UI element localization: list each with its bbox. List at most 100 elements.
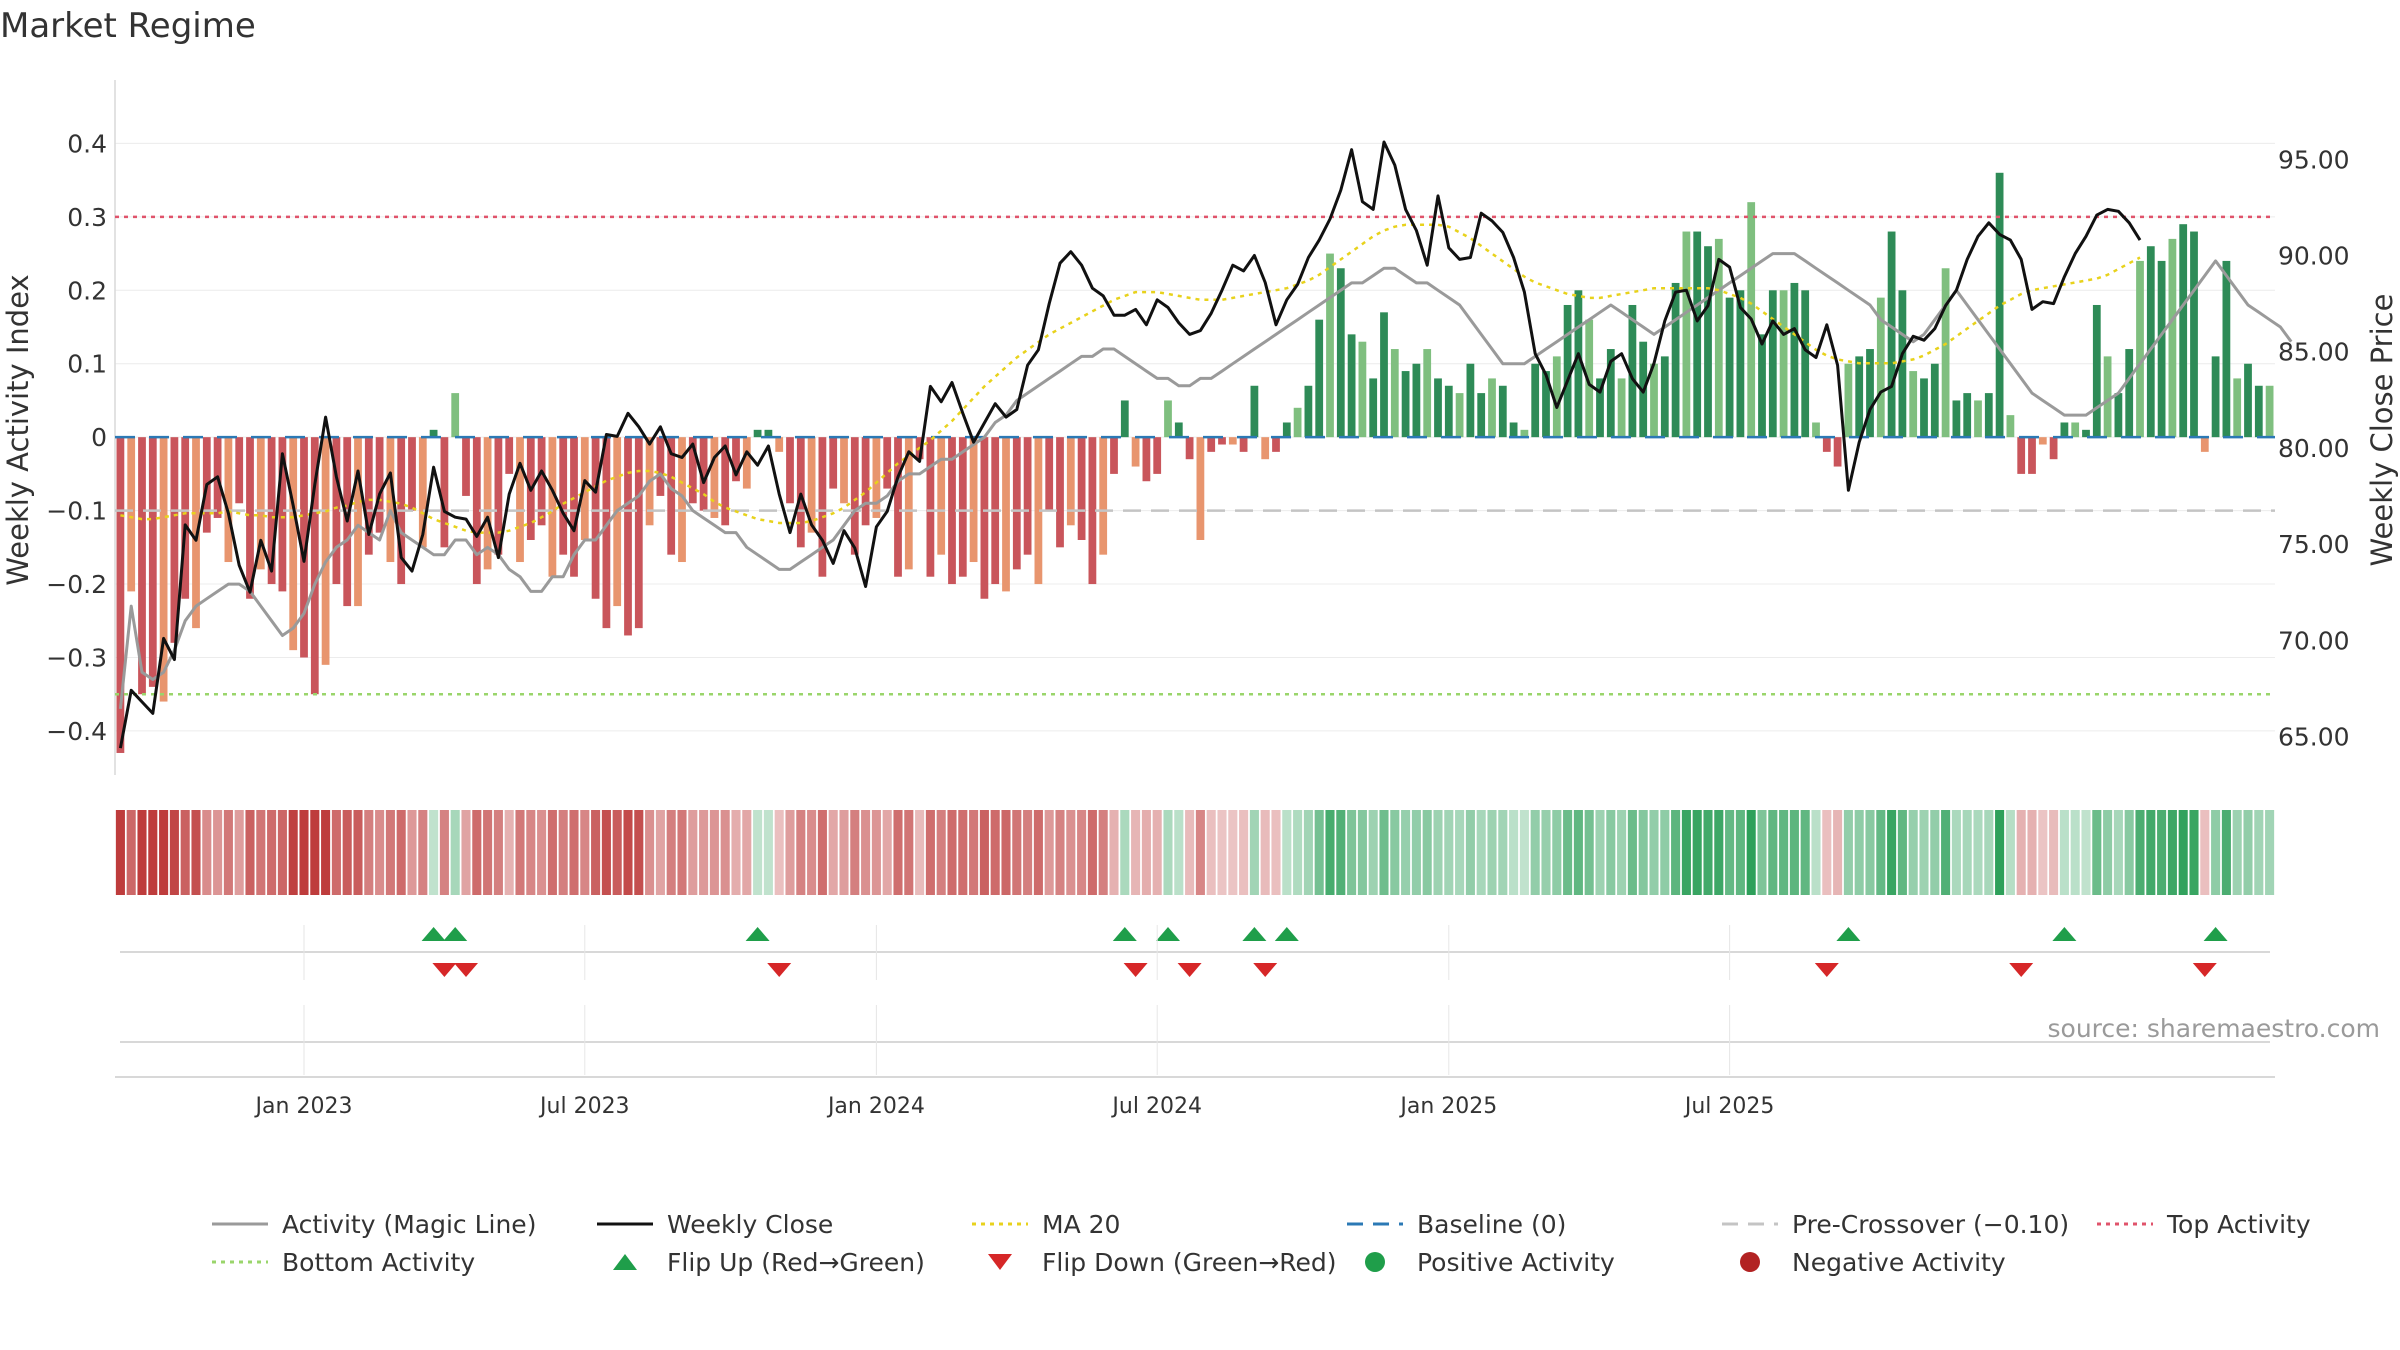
regime-strip-cell <box>169 810 179 895</box>
regime-strip-cell <box>1131 810 1141 895</box>
regime-strip-cell <box>861 810 871 895</box>
regime-strip-cell <box>1239 810 1249 895</box>
regime-strip-cell <box>1012 810 1022 895</box>
activity-bar <box>742 437 751 489</box>
regime-strip-cell <box>688 810 698 895</box>
regime-strip-cell <box>1509 810 1519 895</box>
y-right-axis-title: Weekly Close Price <box>2365 294 2399 567</box>
regime-strip-cell <box>677 810 687 895</box>
regime-strip-cell <box>1228 810 1238 895</box>
regime-strip-cell <box>558 810 568 895</box>
y-left-tick-label: 0.3 <box>67 203 107 232</box>
activity-bar <box>1930 363 1939 438</box>
activity-bar <box>548 437 557 577</box>
activity-bar <box>537 437 546 526</box>
activity-bar <box>440 437 449 548</box>
x-tick-label: Jul 2025 <box>1683 1094 1775 1119</box>
regime-strip-cell <box>742 810 752 895</box>
activity-bar <box>753 429 762 438</box>
legend-item: Baseline (0) <box>1345 1205 1566 1243</box>
activity-bar <box>1164 400 1172 438</box>
regime-strip-cell <box>1681 810 1691 895</box>
regime-strip-cell <box>1401 810 1411 895</box>
regime-strip-cell <box>439 810 449 895</box>
activity-bar <box>1153 437 1162 474</box>
activity-bar <box>656 437 665 496</box>
activity-bar <box>775 437 784 452</box>
regime-strip-cell <box>1206 810 1216 895</box>
activity-bar <box>1963 393 1972 438</box>
regime-strip-cell <box>1044 810 1054 895</box>
regime-strip-cell <box>936 810 946 895</box>
legend-label: Top Activity <box>2167 1209 2311 1239</box>
y-left-tick-label: 0.1 <box>67 350 107 379</box>
activity-bar <box>1423 349 1432 438</box>
legend-label: Baseline (0) <box>1417 1209 1567 1239</box>
activity-bar <box>937 437 946 555</box>
flip-up-marker <box>2052 927 2077 941</box>
regime-strip-cell <box>2189 810 2199 895</box>
y-right-tick-label: 95.00 <box>2278 145 2350 174</box>
activity-bar <box>1455 393 1464 438</box>
activity-bar <box>1520 429 1529 438</box>
regime-strip-cell <box>1757 810 1767 895</box>
activity-bar <box>289 437 298 651</box>
activity-bar <box>688 437 697 504</box>
legend-item: Weekly Close <box>595 1205 833 1243</box>
activity-bar <box>1736 290 1745 438</box>
regime-strip-cell <box>159 810 169 895</box>
regime-strip-cell <box>709 810 719 895</box>
activity-bar <box>429 429 438 438</box>
regime-strip-cell <box>1077 810 1087 895</box>
legend-symbol <box>988 1254 1012 1270</box>
regime-strip-cell <box>1703 810 1713 895</box>
activity-bar <box>2114 393 2123 438</box>
regime-strip-cell <box>893 810 903 895</box>
activity-bar <box>1466 363 1475 438</box>
activity-bar <box>786 437 794 504</box>
activity-bar <box>1012 437 1021 570</box>
regime-strip-cell <box>267 810 277 895</box>
flip-down-marker <box>1814 963 1839 977</box>
activity-bar <box>1617 378 1626 438</box>
legend-item: Pre-Crossover (−0.10) <box>1720 1205 2069 1243</box>
activity-bar <box>2028 437 2036 474</box>
activity-bar <box>2157 260 2166 438</box>
regime-strip-cell <box>1606 810 1616 895</box>
regime-strip-cell <box>353 810 363 895</box>
activity-bar <box>256 437 265 570</box>
activity-bar <box>1088 437 1097 585</box>
regime-strip-cell <box>1973 810 1983 895</box>
flip-down-marker <box>454 963 478 977</box>
regime-strip-cell <box>1941 810 1951 895</box>
activity-bar <box>1628 304 1637 438</box>
y-right-tick-label: 75.00 <box>2278 530 2350 559</box>
activity-bar <box>1131 437 1140 467</box>
regime-strip-cell <box>591 810 601 895</box>
regime-strip-cell <box>774 810 784 895</box>
regime-strip-cell <box>1271 810 1281 895</box>
regime-strip-cell <box>1325 810 1335 895</box>
activity-bar <box>1002 437 1010 592</box>
legend-label: Flip Up (Red→Green) <box>667 1247 925 1277</box>
y-right-tick-label: 80.00 <box>2278 434 2350 463</box>
activity-bar <box>1704 246 1712 438</box>
regime-strip-cell <box>1141 810 1151 895</box>
regime-strip-cell <box>1887 810 1897 895</box>
activity-bar <box>127 437 136 592</box>
regime-strip-cell <box>1573 810 1583 895</box>
legend-symbol <box>972 1222 1028 1226</box>
activity-bar <box>2017 437 2026 474</box>
regime-strip-cell <box>288 810 298 895</box>
regime-strip-cell <box>191 810 201 895</box>
activity-bar <box>2233 378 2242 438</box>
activity-bar <box>1779 290 1788 438</box>
y-left-tick-label: 0 <box>91 423 107 452</box>
activity-bar <box>516 437 524 563</box>
regime-strip-cell <box>1638 810 1648 895</box>
regime-strip-cell <box>1066 810 1076 895</box>
activity-bar <box>1261 437 1270 460</box>
regime-strip-cell <box>1314 810 1324 895</box>
activity-bar <box>1066 437 1075 526</box>
activity-bar <box>1509 422 1518 438</box>
